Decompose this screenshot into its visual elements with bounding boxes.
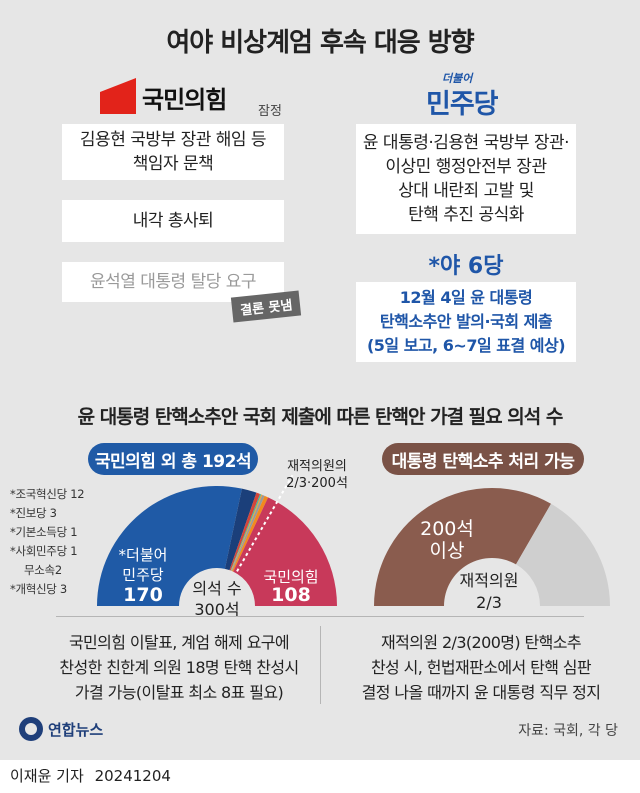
source-label: 자료: 국회, 각 당 (518, 723, 618, 739)
dp-slice-label: *더불어 민주당 (118, 546, 168, 584)
chart1-slice-2 (229, 492, 261, 571)
divider (56, 616, 584, 617)
small-party-label: *개혁신당 3 (10, 582, 67, 596)
ppp-slice-value: 108 (271, 584, 311, 606)
chart1-slice-1 (224, 488, 257, 571)
agency-logo: 연합뉴스 (18, 716, 138, 746)
dp-logo-text: 민주당 (426, 89, 499, 120)
author: 이재윤 기자 (10, 767, 84, 785)
small-party-label: *사회민주당 1 (10, 544, 78, 558)
date: 20241204 (94, 767, 171, 785)
opposition-label: *야 6당 (428, 254, 504, 279)
chart2-main-label: 200석 이상 (420, 518, 474, 562)
dp-slice-value: 170 (123, 584, 163, 606)
dp-logo: 더불어 민주당 (420, 70, 540, 120)
chart2-title-pill: 대통령 탄핵소추 처리 가능 (382, 443, 584, 475)
bottom-note-right: 재적의원 2/3(200명) 탄핵소추 찬성 시, 헌법재판소에서 탄핵 심판 … (361, 633, 601, 702)
small-party-label: *조국혁신당 12 (10, 487, 85, 501)
chart2-slice-1 (516, 503, 610, 606)
chart2-bottom-label: 재적의원 2/3 (459, 571, 519, 612)
small-party-label: *기본소득당 1 (10, 525, 78, 539)
chart1-title-pill: 국민의힘 외 총 192석 (88, 443, 258, 475)
yonhap-logo-icon (19, 717, 43, 741)
ppp-logo: 국민의힘 (100, 76, 280, 116)
total-seats-label: 의석 수 300석 (192, 579, 242, 619)
bottom-note-left: 국민의힘 이탈표, 계엄 해제 요구에 찬성한 친한계 의원 18명 탄핵 찬성… (59, 633, 299, 702)
page-title: 여야 비상계엄 후속 대응 방향 (166, 28, 474, 58)
dp-item: 윤 대통령·김용현 국방부 장관· 이상민 행정안전부 장관 상대 내란죄 고발… (356, 124, 576, 234)
chart1-slice-5 (231, 494, 265, 572)
ppp-logo-mark-icon (100, 78, 136, 114)
ppp-tentative-label: 잠정 (258, 104, 282, 119)
opposition-item: 12월 4일 윤 대통령 탄핵소추안 발의·국회 제출 (5일 보고, 6~7일… (356, 282, 576, 362)
chart1-slice-6 (232, 495, 269, 572)
ppp-item-1: 김용현 국방부 장관 해임 등 책임자 문책 (62, 124, 284, 180)
chart1-slice-0 (97, 486, 242, 606)
small-party-label: 무소속2 (24, 563, 62, 577)
threshold-annotation: 재적의원의 2/3·200석 (286, 459, 348, 491)
small-party-label: *진보당 3 (10, 506, 57, 520)
ppp-slice-label: 국민의힘 (263, 568, 319, 586)
divider (320, 626, 321, 704)
small-party-labels: *조국혁신당 12 *진보당 3 *기본소득당 1 *사회민주당 1 무소속2 … (10, 485, 85, 599)
ppp-logo-text: 국민의힘 (142, 86, 227, 114)
dp-logo-small: 더불어 (442, 72, 473, 85)
chart2-slice-0 (374, 487, 551, 606)
chart1-slice-4 (230, 494, 263, 571)
agency-name: 연합뉴스 (48, 721, 104, 739)
chart-subtitle: 윤 대통령 탄핵소추안 국회 제출에 따른 탄핵안 가결 필요 의석 수 (77, 406, 564, 428)
chart1-slice-3 (230, 493, 262, 571)
ppp-item-2: 내각 총사퇴 (62, 200, 284, 242)
chart1-slice-7 (233, 497, 337, 606)
threshold-line (236, 473, 294, 572)
author-line: 이재윤 기자 20241204 (10, 765, 171, 786)
